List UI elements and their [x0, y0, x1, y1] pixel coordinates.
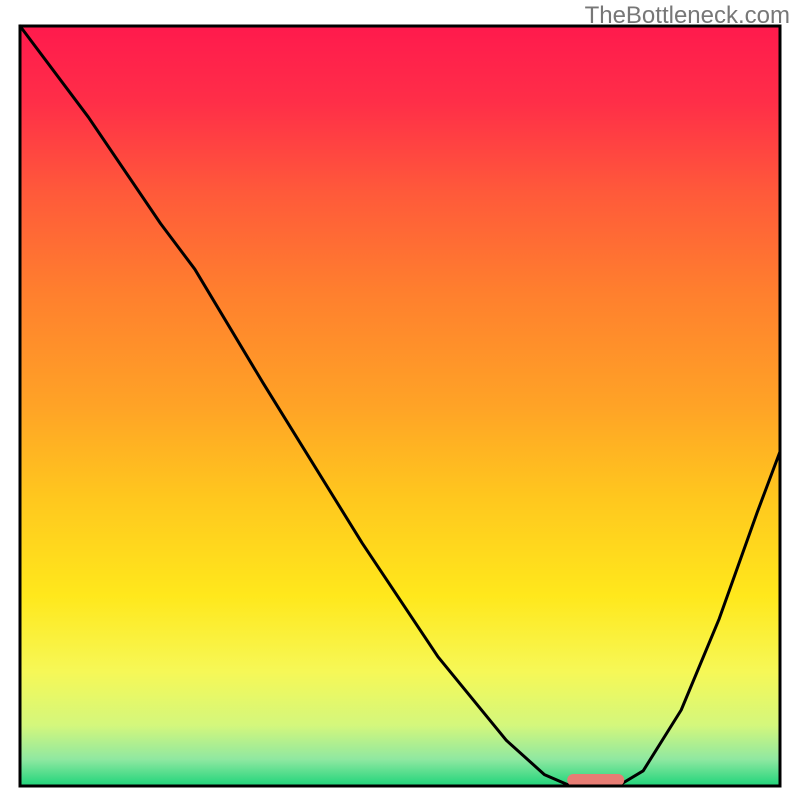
- chart-background: [20, 26, 780, 786]
- optimal-range-marker: [567, 774, 624, 786]
- watermark-text: TheBottleneck.com: [585, 2, 790, 30]
